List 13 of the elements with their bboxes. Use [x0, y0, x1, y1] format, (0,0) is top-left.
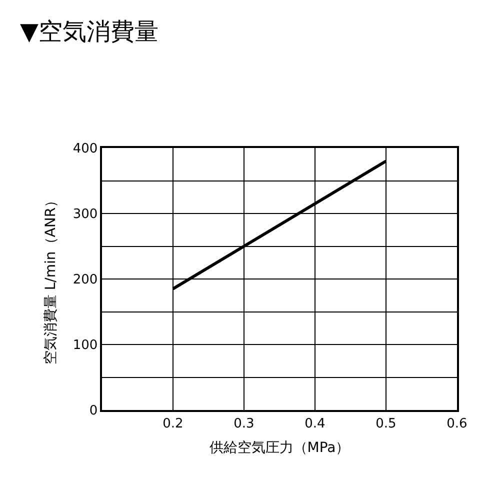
y-tick-label: 100 — [72, 338, 98, 354]
x-tick-label: 0.3 — [234, 416, 254, 432]
x-tick-label: 0.2 — [162, 416, 184, 432]
y-tick-label: 400 — [72, 142, 98, 157]
x-tick-label: 0.4 — [304, 416, 326, 432]
y-tick-label: 0 — [89, 404, 98, 419]
x-tick-label: 0.6 — [446, 416, 468, 432]
x-axis-title: 供給空気圧力（MPa） — [209, 440, 350, 456]
y-axis-title: 空気消費量 L/min（ANR） — [42, 193, 59, 365]
y-tick-label: 300 — [72, 207, 98, 222]
chart-title: ▼空気消費量 — [20, 17, 158, 46]
y-tick-label: 200 — [72, 272, 98, 288]
x-tick-label: 0.5 — [376, 416, 396, 432]
